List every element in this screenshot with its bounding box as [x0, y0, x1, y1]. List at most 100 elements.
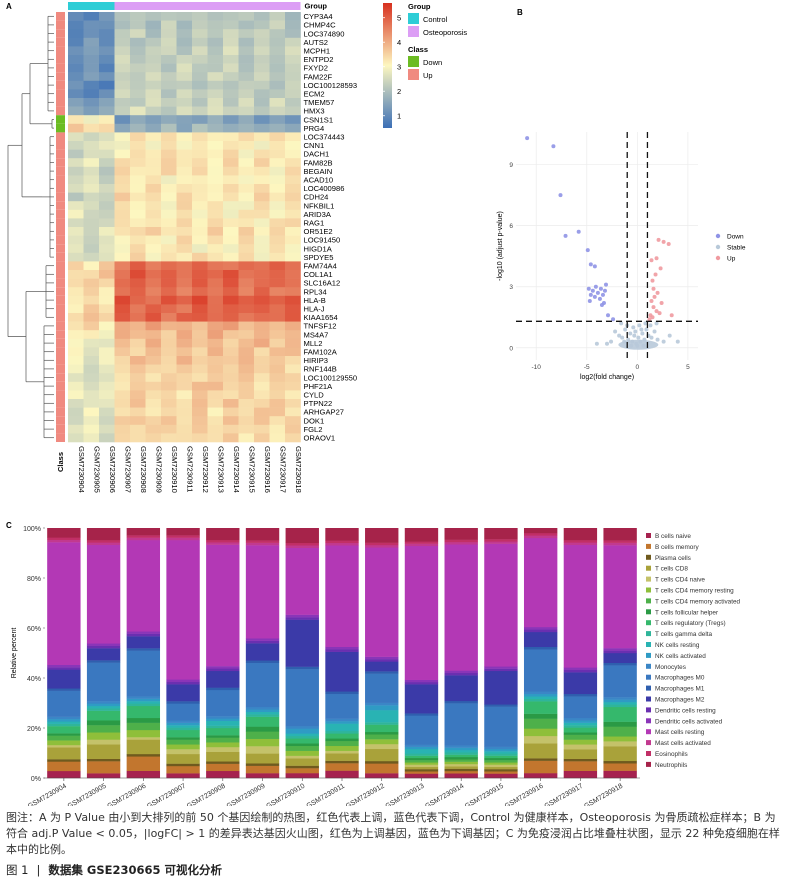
stacked-bar-panel: C 0% 20% 40% 60% 80% 100% Relative percent GSM72… [6, 521, 741, 806]
heatmap-cell [114, 321, 131, 331]
bar-legend-label: T cells follicular helper [655, 609, 719, 616]
class-annotation-cell [56, 424, 65, 434]
bar-segment [126, 636, 161, 649]
bar-segment [47, 759, 81, 762]
heatmap-cell [223, 424, 239, 434]
heatmap-cell [269, 433, 286, 443]
bar-segment [603, 542, 637, 546]
heatmap-cell [223, 278, 239, 288]
heatmap-cell [130, 313, 146, 322]
heatmap-cell [238, 218, 255, 228]
heatmap-cell [223, 132, 239, 142]
volcano-point-up [657, 311, 662, 316]
heatmap-cell [254, 347, 270, 357]
class-annotation-cell [56, 347, 65, 356]
group-annotation-cell [207, 2, 223, 10]
heatmap-cell [207, 287, 224, 297]
bar-legend-label: Mast cells resting [655, 729, 705, 736]
legend-group-label: Control [423, 15, 448, 24]
heatmap-cell [176, 338, 193, 348]
bar-segment [206, 725, 240, 729]
sample-label: GSM7230908 [139, 446, 148, 493]
heatmap-cell [161, 347, 177, 357]
heatmap-cell [99, 347, 115, 357]
heatmap-cell [269, 321, 286, 331]
bar-segment [126, 648, 161, 651]
legend-class-label: Up [423, 71, 433, 80]
bar-segment [86, 773, 121, 779]
volcano-legend-key [715, 233, 721, 239]
gene-label: SLC16A12 [304, 279, 341, 288]
panel-label-b: B [517, 8, 523, 17]
heatmap-cell [130, 407, 146, 417]
heatmap-cell [130, 80, 146, 90]
heatmap-cell [285, 20, 301, 30]
heatmap-cell [114, 416, 131, 426]
heatmap-cell [83, 115, 100, 125]
heatmap-cell [238, 72, 255, 82]
heatmap-cell [114, 304, 131, 314]
bar-segment [484, 704, 518, 707]
bar-segment [484, 541, 518, 544]
bar-segment [126, 650, 161, 697]
volcano-x-tick-label: -10 [532, 364, 542, 371]
gene-label: FGL2 [304, 425, 323, 434]
group-annotation-label: Group [305, 2, 328, 11]
heatmap-cell [161, 46, 177, 56]
bar-segment [444, 752, 478, 755]
heatmap-cell [192, 433, 208, 443]
gene-label: ORAOV1 [304, 434, 336, 443]
heatmap-cell [145, 184, 162, 193]
class-annotation-cell [56, 166, 65, 176]
bar-segment [444, 773, 478, 779]
gene-label: FAM22F [304, 72, 333, 81]
bar-segment [404, 541, 439, 544]
bar-segment [245, 746, 280, 754]
heatmap-cell [99, 192, 115, 202]
heatmap-cell [269, 80, 286, 90]
bar-segment [563, 528, 598, 541]
heatmap-cell [68, 373, 84, 383]
heatmap-cell [161, 192, 177, 202]
gene-label: FAM102A [304, 348, 338, 357]
heatmap-cell [161, 416, 177, 426]
bar-segment [563, 669, 598, 673]
heatmap-cell [285, 313, 301, 322]
heatmap-cell [68, 381, 84, 391]
heatmap-cell [68, 287, 84, 297]
bar-segment [285, 755, 319, 759]
heatmap-cell [176, 407, 193, 417]
heatmap-cell [223, 72, 239, 82]
bar-segment [325, 691, 359, 695]
bar-legend-swatch [646, 609, 651, 615]
heatmap-cell [114, 72, 131, 82]
heatmap-cell [207, 321, 224, 331]
heatmap-cell [223, 29, 239, 39]
heatmap-cell [130, 244, 146, 254]
bar-segment [47, 688, 81, 691]
bar-segment [404, 769, 439, 772]
gene-label: HIGD1A [304, 244, 333, 253]
heatmap-cell [83, 321, 100, 331]
volcano-point-stable [605, 341, 609, 346]
group-annotation-cell [99, 2, 115, 10]
class-annotation-cell [56, 29, 65, 38]
heatmap-cell [269, 235, 286, 245]
heatmap-cell [68, 72, 84, 82]
heatmap-cell [68, 313, 84, 322]
heatmap-cell [238, 433, 255, 443]
heatmap-cell [68, 278, 84, 288]
heatmap-cell [130, 209, 146, 219]
heatmap-cell [192, 399, 208, 408]
color-scale-tick-label: 4 [397, 38, 401, 47]
bar-segment [404, 760, 439, 763]
bar-segment [484, 666, 518, 669]
bar-segment [484, 764, 518, 768]
volcano-point-up [666, 241, 671, 246]
group-annotation-cell [161, 2, 177, 10]
heatmap-cell [223, 338, 239, 348]
gene-label: ARHGAP27 [304, 408, 345, 417]
heatmap-cell [114, 89, 131, 99]
gene-label: LOC91450 [304, 236, 341, 245]
color-scale-tick-label: 1 [397, 112, 401, 121]
